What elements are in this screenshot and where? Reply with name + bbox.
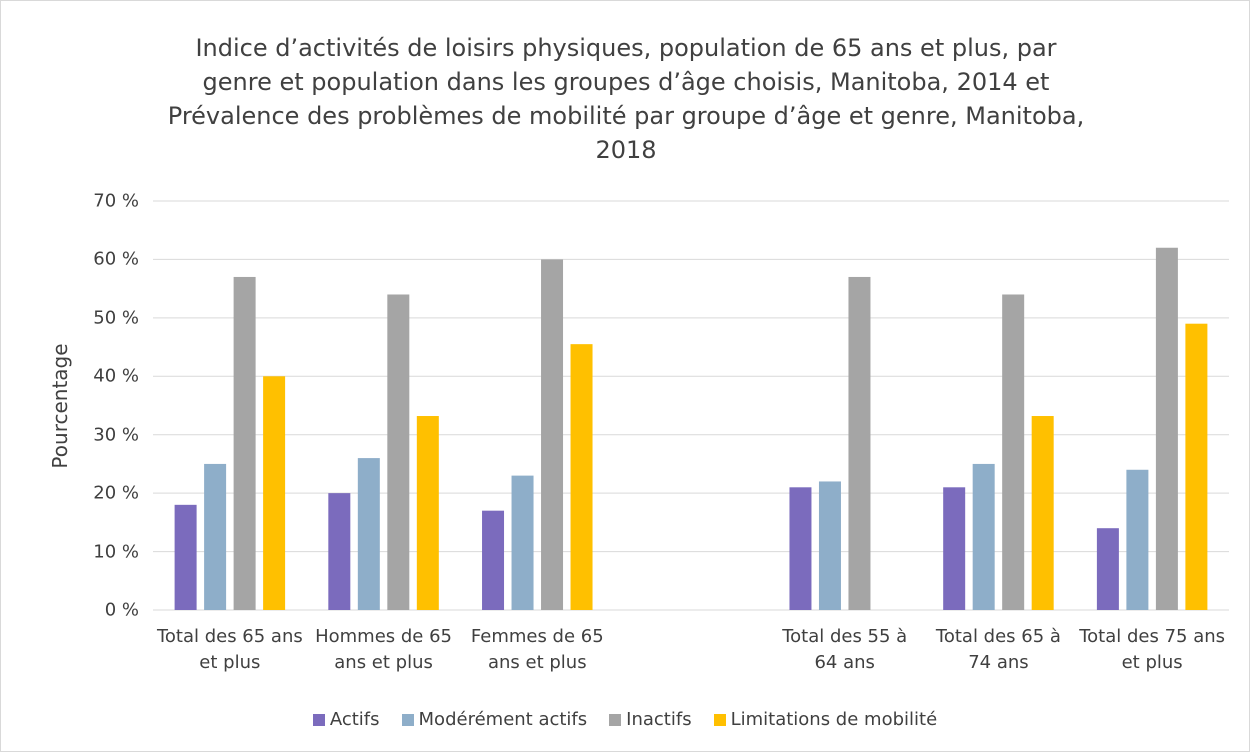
legend-swatch [713,713,726,726]
y-tick-label: 60 % [93,248,139,270]
legend-label: Inactifs [626,709,692,730]
legend-label: Actifs [329,709,380,730]
bar [416,416,439,610]
bar [263,376,286,610]
x-tick-label: Total des 75 ans et plus [1079,626,1226,673]
y-tick-label: 20 % [93,482,139,504]
bar [1185,323,1208,610]
legend: Actifs Modérément actifs Inactifs Limitatio… [1,709,1249,730]
x-tick-label: Total des 65 ans et plus [156,626,303,673]
x-tick-label: Hommes de 65 ans et plus [315,626,453,673]
legend-item: Actifs [312,709,380,730]
legend-item: Inactifs [609,709,692,730]
bar [541,259,564,610]
legend-label: Limitations de mobilité [730,709,938,730]
y-tick-label: 30 % [93,424,139,446]
x-tick-label: Total des 65 à 74 ans [935,626,1061,673]
bar [233,276,256,610]
bar [387,294,410,610]
bar [570,344,593,610]
x-tick-label: Femmes de 65 ans et plus [470,626,604,673]
legend-label: Modérément actifs [418,709,588,730]
bar [1002,294,1025,610]
bar [943,487,966,610]
bar [328,493,351,610]
bar [482,510,505,610]
bar [818,481,841,610]
legend-swatch [609,713,622,726]
y-tick-label: 10 % [93,541,139,563]
x-tick-label: Total des 55 à 64 ans [782,626,908,673]
bar [1126,469,1149,610]
y-tick-label: 0 % [104,599,139,621]
bar [848,276,871,610]
bar [1155,247,1178,610]
bar [972,463,995,610]
legend-item: Limitations de mobilité [713,709,938,730]
y-tick-label: 50 % [93,307,139,329]
legend-swatch [401,713,414,726]
chart-title: Indice d’activités de loisirs physiques,… [167,34,1085,164]
bar [1096,528,1119,610]
legend-item: Modérément actifs [401,709,588,730]
bar [357,458,380,610]
legend-swatch [312,713,325,726]
y-tick-label: 40 % [93,365,139,387]
bar [174,504,197,610]
bar [789,487,812,610]
bar [511,475,534,610]
bar [1031,416,1054,610]
bar [204,463,227,610]
y-tick-label: 70 % [93,190,139,212]
